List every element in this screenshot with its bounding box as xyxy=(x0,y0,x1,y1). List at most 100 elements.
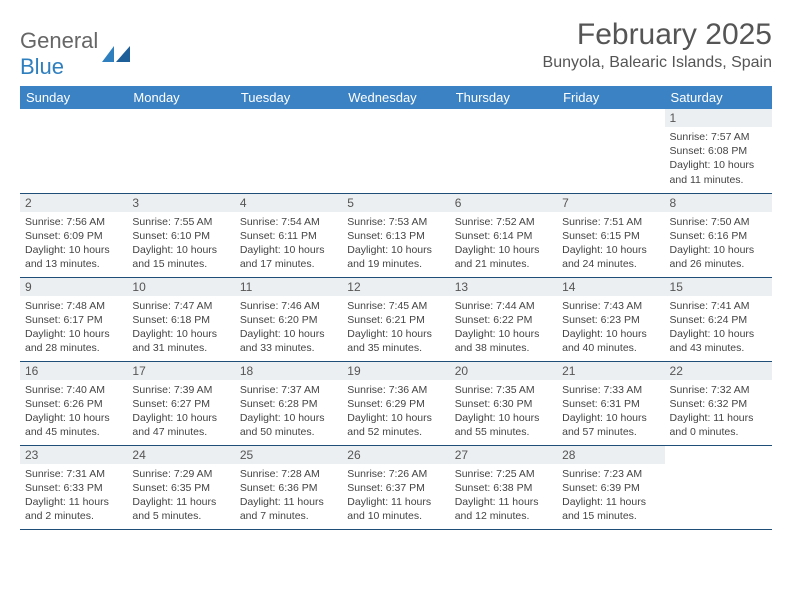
day-details: Sunrise: 7:37 AMSunset: 6:28 PMDaylight:… xyxy=(235,380,342,444)
weekday-header: Wednesday xyxy=(342,86,449,109)
day-number: 19 xyxy=(342,362,449,380)
day-number: 26 xyxy=(342,446,449,464)
day-number: 21 xyxy=(557,362,664,380)
day-number: 6 xyxy=(450,194,557,212)
day-details: Sunrise: 7:56 AMSunset: 6:09 PMDaylight:… xyxy=(20,212,127,276)
calendar-day-cell: 9Sunrise: 7:48 AMSunset: 6:17 PMDaylight… xyxy=(20,277,127,361)
day-number: 7 xyxy=(557,194,664,212)
day-number: 9 xyxy=(20,278,127,296)
day-details: Sunrise: 7:48 AMSunset: 6:17 PMDaylight:… xyxy=(20,296,127,360)
day-details: Sunrise: 7:52 AMSunset: 6:14 PMDaylight:… xyxy=(450,212,557,276)
day-number: 24 xyxy=(127,446,234,464)
day-number: 10 xyxy=(127,278,234,296)
day-number: 22 xyxy=(665,362,772,380)
brand-part1: General xyxy=(20,28,98,53)
calendar-day-cell: 13Sunrise: 7:44 AMSunset: 6:22 PMDayligh… xyxy=(450,277,557,361)
brand-logo: General Blue xyxy=(20,18,130,80)
calendar-day-cell: 2Sunrise: 7:56 AMSunset: 6:09 PMDaylight… xyxy=(20,193,127,277)
calendar-page: General Blue February 2025 Bunyola, Bale… xyxy=(0,0,792,530)
day-details: Sunrise: 7:55 AMSunset: 6:10 PMDaylight:… xyxy=(127,212,234,276)
weekday-header: Sunday xyxy=(20,86,127,109)
weekday-header: Tuesday xyxy=(235,86,342,109)
day-details: Sunrise: 7:33 AMSunset: 6:31 PMDaylight:… xyxy=(557,380,664,444)
day-number: 8 xyxy=(665,194,772,212)
day-number: 18 xyxy=(235,362,342,380)
brand-text: General Blue xyxy=(20,28,98,80)
page-header: General Blue February 2025 Bunyola, Bale… xyxy=(20,18,772,80)
day-details: Sunrise: 7:36 AMSunset: 6:29 PMDaylight:… xyxy=(342,380,449,444)
title-block: February 2025 Bunyola, Balearic Islands,… xyxy=(543,18,772,72)
day-number: 2 xyxy=(20,194,127,212)
day-number: 12 xyxy=(342,278,449,296)
calendar-day-cell: 8Sunrise: 7:50 AMSunset: 6:16 PMDaylight… xyxy=(665,193,772,277)
calendar-day-cell: 23Sunrise: 7:31 AMSunset: 6:33 PMDayligh… xyxy=(20,445,127,529)
brand-sail-icon xyxy=(102,46,130,62)
day-details: Sunrise: 7:47 AMSunset: 6:18 PMDaylight:… xyxy=(127,296,234,360)
calendar-day-cell: 16Sunrise: 7:40 AMSunset: 6:26 PMDayligh… xyxy=(20,361,127,445)
day-number: 28 xyxy=(557,446,664,464)
calendar-day-cell: 1Sunrise: 7:57 AMSunset: 6:08 PMDaylight… xyxy=(665,109,772,193)
day-number: 25 xyxy=(235,446,342,464)
day-details: Sunrise: 7:50 AMSunset: 6:16 PMDaylight:… xyxy=(665,212,772,276)
calendar-day-cell: 3Sunrise: 7:55 AMSunset: 6:10 PMDaylight… xyxy=(127,193,234,277)
day-details: Sunrise: 7:51 AMSunset: 6:15 PMDaylight:… xyxy=(557,212,664,276)
day-number: 11 xyxy=(235,278,342,296)
weekday-header: Thursday xyxy=(450,86,557,109)
calendar-day-cell: 14Sunrise: 7:43 AMSunset: 6:23 PMDayligh… xyxy=(557,277,664,361)
day-number: 13 xyxy=(450,278,557,296)
day-number: 3 xyxy=(127,194,234,212)
calendar-day-cell: 10Sunrise: 7:47 AMSunset: 6:18 PMDayligh… xyxy=(127,277,234,361)
day-details: Sunrise: 7:53 AMSunset: 6:13 PMDaylight:… xyxy=(342,212,449,276)
calendar-day-cell: 21Sunrise: 7:33 AMSunset: 6:31 PMDayligh… xyxy=(557,361,664,445)
calendar-day-cell: 15Sunrise: 7:41 AMSunset: 6:24 PMDayligh… xyxy=(665,277,772,361)
day-details: Sunrise: 7:31 AMSunset: 6:33 PMDaylight:… xyxy=(20,464,127,528)
day-number: 23 xyxy=(20,446,127,464)
day-details: Sunrise: 7:26 AMSunset: 6:37 PMDaylight:… xyxy=(342,464,449,528)
calendar-day-cell: 24Sunrise: 7:29 AMSunset: 6:35 PMDayligh… xyxy=(127,445,234,529)
calendar-day-cell xyxy=(235,109,342,193)
day-details: Sunrise: 7:43 AMSunset: 6:23 PMDaylight:… xyxy=(557,296,664,360)
day-number: 27 xyxy=(450,446,557,464)
calendar-day-cell: 20Sunrise: 7:35 AMSunset: 6:30 PMDayligh… xyxy=(450,361,557,445)
calendar-day-cell: 12Sunrise: 7:45 AMSunset: 6:21 PMDayligh… xyxy=(342,277,449,361)
location-text: Bunyola, Balearic Islands, Spain xyxy=(543,54,772,72)
calendar-day-cell: 5Sunrise: 7:53 AMSunset: 6:13 PMDaylight… xyxy=(342,193,449,277)
weekday-header: Friday xyxy=(557,86,664,109)
calendar-day-cell: 7Sunrise: 7:51 AMSunset: 6:15 PMDaylight… xyxy=(557,193,664,277)
day-number: 14 xyxy=(557,278,664,296)
calendar-day-cell: 6Sunrise: 7:52 AMSunset: 6:14 PMDaylight… xyxy=(450,193,557,277)
day-number: 20 xyxy=(450,362,557,380)
day-number: 15 xyxy=(665,278,772,296)
calendar-table: SundayMondayTuesdayWednesdayThursdayFrid… xyxy=(20,86,772,530)
calendar-day-cell: 11Sunrise: 7:46 AMSunset: 6:20 PMDayligh… xyxy=(235,277,342,361)
calendar-day-cell: 27Sunrise: 7:25 AMSunset: 6:38 PMDayligh… xyxy=(450,445,557,529)
calendar-day-cell: 4Sunrise: 7:54 AMSunset: 6:11 PMDaylight… xyxy=(235,193,342,277)
calendar-day-cell xyxy=(342,109,449,193)
brand-part2: Blue xyxy=(20,54,64,79)
calendar-day-cell: 17Sunrise: 7:39 AMSunset: 6:27 PMDayligh… xyxy=(127,361,234,445)
calendar-day-cell xyxy=(20,109,127,193)
calendar-body: 1Sunrise: 7:57 AMSunset: 6:08 PMDaylight… xyxy=(20,109,772,529)
day-details: Sunrise: 7:41 AMSunset: 6:24 PMDaylight:… xyxy=(665,296,772,360)
day-number: 4 xyxy=(235,194,342,212)
day-details: Sunrise: 7:23 AMSunset: 6:39 PMDaylight:… xyxy=(557,464,664,528)
day-number: 1 xyxy=(665,109,772,127)
calendar-day-cell xyxy=(127,109,234,193)
weekday-header: Monday xyxy=(127,86,234,109)
calendar-day-cell: 26Sunrise: 7:26 AMSunset: 6:37 PMDayligh… xyxy=(342,445,449,529)
calendar-header-row: SundayMondayTuesdayWednesdayThursdayFrid… xyxy=(20,86,772,109)
day-details: Sunrise: 7:44 AMSunset: 6:22 PMDaylight:… xyxy=(450,296,557,360)
day-details: Sunrise: 7:57 AMSunset: 6:08 PMDaylight:… xyxy=(665,127,772,191)
calendar-week-row: 2Sunrise: 7:56 AMSunset: 6:09 PMDaylight… xyxy=(20,193,772,277)
day-details: Sunrise: 7:46 AMSunset: 6:20 PMDaylight:… xyxy=(235,296,342,360)
day-details: Sunrise: 7:28 AMSunset: 6:36 PMDaylight:… xyxy=(235,464,342,528)
day-details: Sunrise: 7:35 AMSunset: 6:30 PMDaylight:… xyxy=(450,380,557,444)
calendar-day-cell: 28Sunrise: 7:23 AMSunset: 6:39 PMDayligh… xyxy=(557,445,664,529)
day-details: Sunrise: 7:54 AMSunset: 6:11 PMDaylight:… xyxy=(235,212,342,276)
calendar-day-cell: 19Sunrise: 7:36 AMSunset: 6:29 PMDayligh… xyxy=(342,361,449,445)
calendar-day-cell xyxy=(665,445,772,529)
calendar-day-cell xyxy=(450,109,557,193)
day-details: Sunrise: 7:29 AMSunset: 6:35 PMDaylight:… xyxy=(127,464,234,528)
day-number: 17 xyxy=(127,362,234,380)
calendar-day-cell: 25Sunrise: 7:28 AMSunset: 6:36 PMDayligh… xyxy=(235,445,342,529)
